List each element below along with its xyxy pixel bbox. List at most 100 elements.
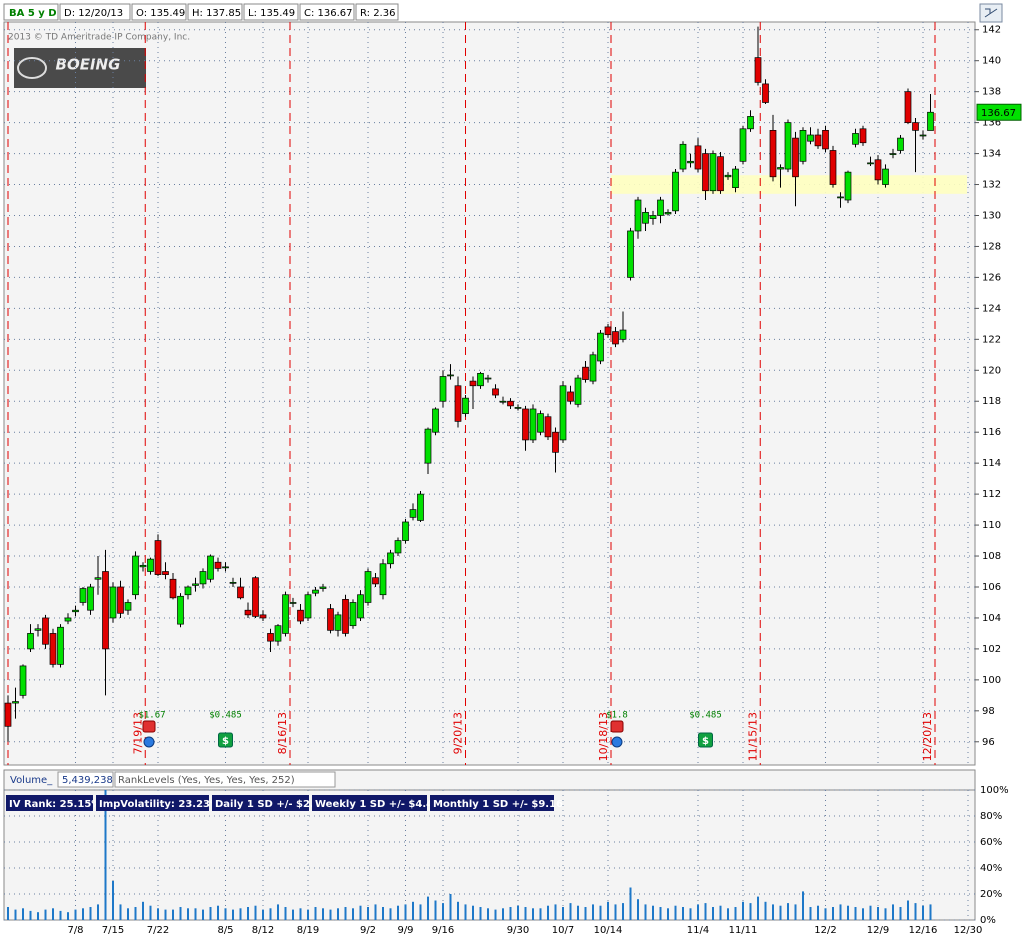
earnings-icon <box>142 720 156 733</box>
volume-bar <box>884 908 887 920</box>
candle-body <box>432 408 439 433</box>
candle-body <box>289 602 297 604</box>
candle-body <box>724 174 732 178</box>
candle-body <box>207 555 214 580</box>
volume-bar <box>839 904 842 920</box>
logo-text: BOEING <box>56 56 121 74</box>
symbol: BA 5 y D <box>9 8 57 19</box>
info-icon <box>611 736 623 748</box>
y-tick-label: 104 <box>982 613 1001 624</box>
y-tick-label: 108 <box>982 551 1001 562</box>
candle-body <box>12 701 19 704</box>
settings-icon-glyph <box>984 8 998 18</box>
candle-body <box>469 380 477 387</box>
volume-bar <box>412 901 414 920</box>
volume-bar <box>382 907 384 920</box>
volume-bar <box>29 910 32 920</box>
volume-bar <box>457 901 459 920</box>
volume-bar <box>539 908 542 920</box>
candle-body <box>739 128 747 162</box>
candle-body <box>4 702 12 727</box>
volume-bar <box>449 894 452 920</box>
candle-body <box>27 633 34 650</box>
candle-body <box>357 594 364 619</box>
info-box <box>96 795 209 811</box>
header-cell <box>3 3 59 21</box>
volume-bar <box>209 907 212 920</box>
candle-body <box>394 540 402 554</box>
volume-bar <box>217 905 219 920</box>
header-field: R: 2.36 <box>360 8 395 19</box>
candle-body <box>814 134 822 147</box>
candle-body <box>784 122 792 170</box>
candle-body <box>417 493 424 521</box>
volume-bar <box>929 904 932 920</box>
volume-bar <box>824 908 827 920</box>
x-tick-label: 12/30 <box>954 925 983 936</box>
volume-bar <box>832 907 834 920</box>
header-cell <box>59 3 131 21</box>
volume-bar <box>134 907 137 920</box>
info-box <box>430 795 554 811</box>
candle-body <box>672 171 679 212</box>
dividend-label: $1.67 <box>138 711 165 721</box>
v-tick-label: 40% <box>980 863 1002 874</box>
volume-bar <box>419 904 422 920</box>
volume-bar <box>37 912 39 920</box>
candle-body <box>492 388 499 396</box>
y-tick-label: 132 <box>982 180 1001 191</box>
x-tick-label: 9/30 <box>507 925 529 936</box>
volume-bar <box>652 905 654 920</box>
info-box-text: ImpVolatility: 23.23% <box>99 799 220 810</box>
volume-bar <box>554 904 557 920</box>
volume-bar <box>869 905 872 920</box>
dividend-icon-glyph: $ <box>702 736 709 747</box>
volume-bar <box>712 907 714 920</box>
volume-bar <box>509 907 512 920</box>
logo-box <box>14 48 146 88</box>
y-tick-label: 136 <box>982 118 1001 129</box>
x-tick-label: 9/2 <box>360 925 376 936</box>
candle-body <box>612 331 619 345</box>
candle-body <box>822 130 829 150</box>
volume-bar <box>757 896 759 920</box>
volume-bar <box>494 909 497 920</box>
volume-bar <box>479 907 482 920</box>
x-tick-label: 10/14 <box>594 925 623 936</box>
candle-body <box>522 408 529 441</box>
candle-body <box>312 589 319 594</box>
dividend-icon <box>218 732 233 748</box>
candle-body <box>589 354 597 382</box>
candle-body <box>747 116 754 130</box>
volume-bar <box>787 903 789 920</box>
volume-bar <box>442 903 444 920</box>
candle-body <box>177 595 184 625</box>
volume-bar <box>907 900 909 920</box>
header-cell <box>131 3 187 21</box>
volume-bar <box>427 896 429 920</box>
y-tick-label: 118 <box>982 396 1001 407</box>
volume-bar <box>277 904 279 920</box>
volume-bar <box>464 904 467 920</box>
x-tick-label: 10/7 <box>552 925 574 936</box>
volume-bar <box>89 907 92 920</box>
v-tick-label: 0% <box>980 915 996 926</box>
volume-bar <box>817 905 819 920</box>
volume-bar <box>772 904 774 920</box>
candle-body <box>649 215 657 219</box>
volume-bar <box>149 905 152 920</box>
volume-bar <box>119 904 122 920</box>
dividend-icon <box>698 732 713 748</box>
candle-body <box>447 374 454 377</box>
y-tick-label: 102 <box>982 644 1001 655</box>
candle-body <box>109 586 117 619</box>
volume-bar <box>352 908 354 920</box>
x-tick-label: 9/16 <box>432 925 454 936</box>
candle-body <box>259 614 267 619</box>
y-tick-label: 122 <box>982 334 1001 345</box>
volume-bar <box>344 907 347 920</box>
candle-body <box>42 617 49 645</box>
volume-bar <box>172 909 174 920</box>
info-box-text: Weekly 1 SD +/- $4.40 <box>315 799 440 810</box>
volume-bar <box>224 908 227 920</box>
